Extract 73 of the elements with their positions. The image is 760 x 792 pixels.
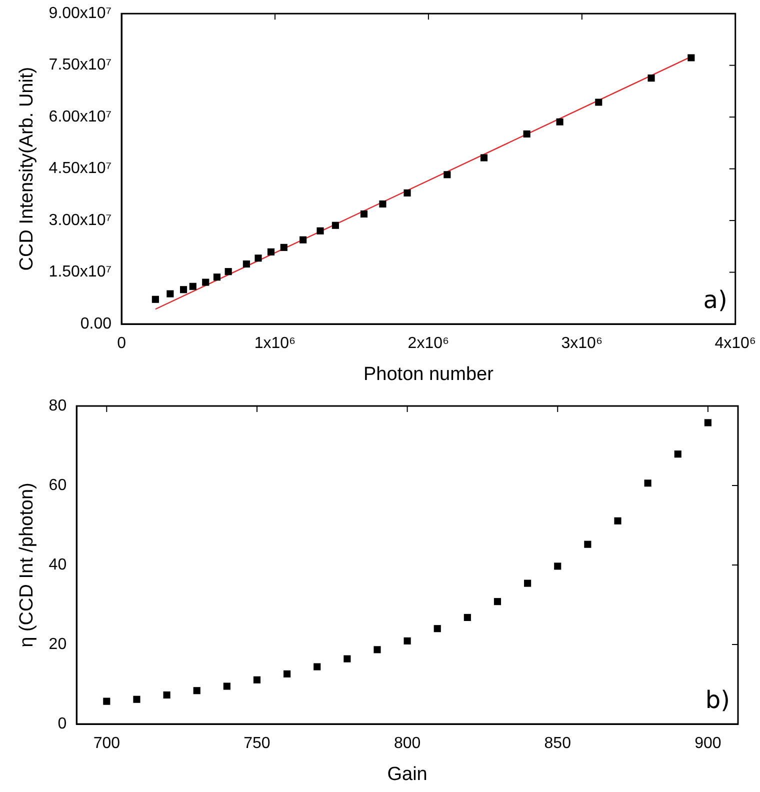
y-tick-label: 3.00x10⁷	[48, 212, 112, 229]
x-tick-label: 700	[93, 735, 120, 752]
point	[379, 200, 386, 208]
point	[133, 696, 140, 703]
point	[332, 222, 339, 229]
point	[224, 268, 232, 276]
point	[584, 540, 592, 548]
annotation: b)	[705, 686, 730, 714]
point	[614, 517, 622, 524]
point	[344, 655, 351, 662]
annotation: a)	[703, 286, 728, 314]
point	[648, 74, 655, 82]
y-tick-label: 1.50x10⁷	[48, 264, 112, 281]
y-tick-label: 60	[48, 476, 67, 494]
y-tick-label: 7.50x10⁷	[48, 56, 112, 74]
point	[674, 450, 682, 458]
point	[360, 210, 368, 218]
y-tick-label: 0.00	[80, 315, 112, 332]
point	[524, 580, 532, 587]
y-tick-label: 20	[48, 636, 67, 653]
point	[314, 663, 321, 670]
point	[223, 682, 230, 690]
y-tick-label: 6.00x10⁷	[48, 108, 112, 126]
x-tick-label: 0	[117, 335, 126, 352]
x-axis-title: Gain	[387, 764, 428, 785]
point	[180, 286, 188, 294]
point	[242, 260, 250, 268]
x-tick-label: 4x10⁶	[714, 335, 756, 352]
x-tick-label: 800	[394, 735, 421, 752]
point	[284, 670, 291, 678]
point	[464, 614, 471, 622]
point	[213, 274, 221, 281]
y-axis-title: CCD Intensity(Arb. Unit)	[16, 66, 38, 271]
x-tick-label: 3x10⁶	[561, 335, 603, 352]
point	[152, 296, 159, 303]
point	[253, 676, 261, 684]
x-tick-label: 2x10⁶	[408, 335, 450, 352]
point	[494, 598, 502, 606]
point	[300, 236, 307, 244]
point	[103, 698, 110, 705]
x-axis-title: Photon number	[363, 364, 494, 385]
point	[280, 244, 288, 251]
point	[556, 118, 564, 126]
point	[202, 278, 210, 286]
point	[189, 282, 196, 290]
y-tick-label: 80	[48, 397, 67, 414]
point	[523, 130, 530, 138]
x-tick-label: 750	[244, 735, 270, 752]
point	[595, 98, 602, 106]
point	[404, 637, 411, 644]
y-tick-label: 4.50x10⁷	[48, 160, 112, 178]
point	[644, 480, 652, 487]
point	[254, 254, 262, 262]
point	[163, 691, 170, 699]
point	[480, 154, 488, 162]
point	[166, 290, 174, 298]
point	[193, 687, 200, 694]
point	[267, 248, 275, 256]
y-tick-label: 40	[48, 556, 67, 574]
y-axis-title: η (CCD Int /photon)	[16, 482, 38, 648]
point	[434, 625, 441, 632]
point	[316, 227, 324, 234]
y-tick-label: 0	[58, 715, 67, 732]
point	[704, 419, 712, 426]
point	[688, 54, 695, 62]
point	[444, 171, 451, 178]
point	[404, 189, 411, 196]
point	[554, 562, 562, 570]
y-tick-label: 9.00x10⁷	[48, 5, 112, 22]
x-tick-label: 900	[694, 735, 722, 752]
x-tick-label: 1x10⁶	[254, 335, 296, 352]
x-tick-label: 850	[544, 735, 572, 752]
point	[374, 646, 381, 654]
